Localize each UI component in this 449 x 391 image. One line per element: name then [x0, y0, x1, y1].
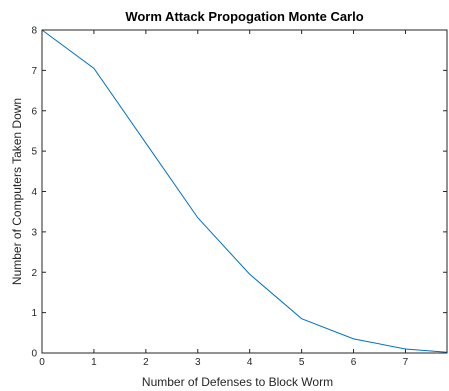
axes-box — [41, 29, 448, 354]
x-tick-label: 5 — [299, 357, 305, 368]
y-tick-label: 5 — [31, 147, 37, 158]
series-line — [41, 29, 448, 353]
y-tick-label: 6 — [31, 106, 37, 117]
y-tick-label: 7 — [31, 66, 37, 77]
y-tick-label: 2 — [31, 268, 37, 279]
y-tick-label: 0 — [31, 349, 37, 360]
x-tick-label: 2 — [143, 357, 149, 368]
y-tick-label: 8 — [31, 26, 37, 37]
x-tick-label: 3 — [195, 357, 201, 368]
x-tick-label: 7 — [403, 357, 409, 368]
x-axis-label: Number of Defenses to Block Worm — [142, 375, 333, 389]
y-tick-label: 1 — [31, 308, 37, 319]
chart-title: Worm Attack Propogation Monte Carlo — [125, 9, 363, 24]
plot-area — [42, 30, 447, 353]
x-tick-label: 4 — [247, 357, 253, 368]
series-layer — [41, 29, 448, 353]
y-axis-label: Number of Computers Taken Down — [10, 98, 24, 285]
y-tick-label: 4 — [31, 187, 37, 198]
y-tick-label: 3 — [31, 227, 37, 238]
x-tick-label: 0 — [39, 357, 45, 368]
x-tick-label: 6 — [351, 357, 357, 368]
x-tick-label: 1 — [91, 357, 97, 368]
